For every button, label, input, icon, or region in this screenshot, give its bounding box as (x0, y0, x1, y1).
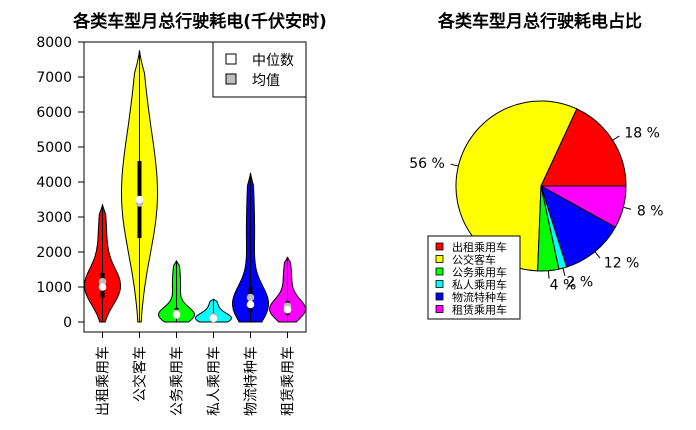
pie-legend-label: 公交客车 (452, 253, 496, 267)
pie-percent-label: 4 % (550, 278, 577, 294)
pie-label-leader (547, 270, 550, 279)
y-tick-label: 6000 (36, 105, 72, 121)
pie-percent-label: 18 % (624, 126, 660, 142)
y-tick-label: 3000 (36, 210, 72, 226)
violin-median-point (172, 311, 181, 319)
pie-slice (540, 108, 627, 187)
x-tick-label: 出租乘用车 (95, 346, 112, 416)
x-tick-label: 公交客车 (132, 346, 149, 402)
x-tick-label: 私人乘用车 (206, 346, 223, 416)
pie-percent-label: 12 % (604, 256, 640, 272)
pie-percent-label: 56 % (409, 156, 445, 172)
violin-mean-point (98, 277, 107, 286)
violin-median-point (246, 300, 255, 309)
pie-chart: 各类车型月总行驶耗电占比 18 % 56 % 4 %2 % 12 % 8 % 出租乘用车… (409, 11, 664, 320)
violin-chart-title: 各类车型月总行驶耗电(千伏安时) (72, 11, 327, 32)
pie-label-leader (562, 268, 566, 276)
pie-percent-label: 8 % (637, 204, 664, 220)
violin-5 (232, 172, 269, 323)
violin-legend-box (212, 41, 307, 98)
violin-1 (84, 204, 121, 323)
y-tick-label: 8000 (36, 35, 72, 51)
violin-median-point (135, 195, 144, 204)
pie-slice (540, 184, 617, 268)
pie-label-leader (612, 135, 620, 141)
pie-legend-label: 私人乘用车 (452, 278, 507, 292)
pie-percent-label: 2 % (567, 275, 594, 291)
legend-median-swatch (225, 53, 237, 65)
y-tick-label: 1000 (36, 280, 72, 296)
y-tick-label: 7000 (36, 70, 72, 86)
legend-mean-label: 均值 (252, 73, 280, 89)
pie-legend-swatch (435, 292, 444, 301)
violin-median-point (283, 305, 292, 314)
violin-x-axis: 出租乘用车 公交客车 公务乘用车 私人乘用车 物流特种车 租赁乘用车 (95, 332, 297, 416)
pie-chart-title: 各类车型月总行驶耗电占比 (437, 11, 642, 32)
legend-median-label: 中位数 (252, 53, 294, 69)
violin-median-point (209, 314, 218, 323)
violin-4 (195, 298, 232, 323)
violin-6 (268, 256, 307, 323)
pie-labels: 18 % 56 % 4 %2 % 12 % 8 % (409, 126, 663, 294)
pie-legend-swatch (435, 255, 444, 263)
violin-chart: 各类车型月总行驶耗电(千伏安时) 0 1000 2000 3000 4000 5000 60… (36, 11, 326, 416)
violin-median-point (98, 283, 107, 291)
pie-slice (540, 185, 627, 228)
legend-mean-swatch (225, 73, 237, 85)
violin-mean-point (246, 293, 255, 302)
x-tick-label: 公务乘用车 (169, 346, 186, 416)
y-tick-label: 4000 (36, 175, 72, 191)
violin-legend: 中位数 均值 (212, 41, 307, 98)
pie-legend-label: 物流特种车 (452, 290, 507, 304)
pie-legend-swatch (435, 305, 444, 313)
violin-2 (121, 50, 158, 323)
y-tick-label: 0 (63, 315, 72, 331)
y-tick-label: 5000 (36, 140, 72, 156)
pie-legend-swatch (435, 267, 444, 276)
pie-label-leader (450, 163, 459, 167)
x-tick-label: 租赁乘用车 (280, 346, 297, 416)
pie-legend-label: 租赁乘用车 (452, 303, 507, 317)
pie-legend-label: 出租乘用车 (452, 240, 507, 254)
violin-y-axis: 0 1000 2000 3000 4000 5000 6000 7000 8000 (36, 35, 85, 331)
pie-slices (455, 100, 627, 272)
pie-label-leader (594, 251, 601, 259)
x-tick-label: 物流特种车 (243, 346, 260, 416)
y-tick-label: 2000 (36, 245, 72, 261)
pie-legend-swatch (435, 242, 444, 251)
violin-series (84, 50, 307, 323)
pie-legend-label: 公务乘用车 (452, 265, 507, 279)
pie-legend-swatch (435, 280, 444, 288)
pie-label-leader (623, 206, 632, 210)
violin-3 (157, 260, 196, 323)
